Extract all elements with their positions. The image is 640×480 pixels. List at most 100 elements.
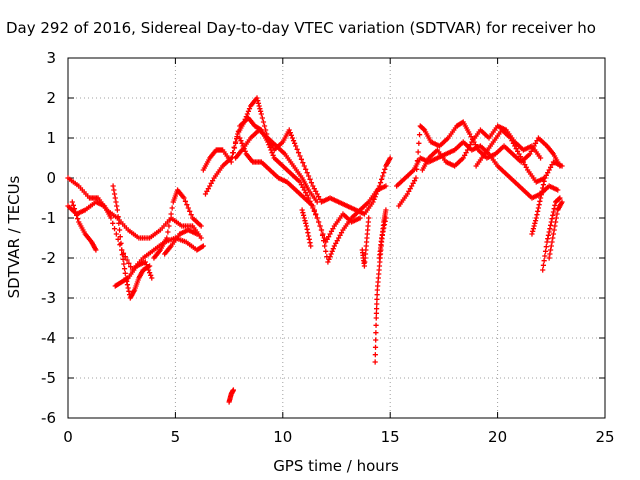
data-point [238,138,244,144]
data-point [300,210,306,216]
chart-title: Day 292 of 2016, Sidereal Day-to-day VTE… [6,19,596,37]
data-point [549,162,555,168]
data-point [255,100,262,106]
data-point [550,212,556,218]
data-point [552,202,558,208]
data-point [539,188,545,194]
data-point [379,232,385,238]
data-point [331,243,337,249]
y-tick-label: 0 [46,169,56,187]
data-point [324,236,330,242]
data-point [167,217,173,223]
data-point [337,232,343,238]
data-point [256,103,262,109]
data-point [535,208,541,214]
data-point [73,212,80,218]
data-point [314,215,320,221]
data-point [559,199,565,205]
data-point [387,155,393,161]
data-point [547,226,553,232]
data-point [164,235,170,241]
data-point [381,225,387,231]
data-point [517,154,524,160]
data-point [327,254,333,260]
data-point [311,207,317,213]
data-point [542,248,549,254]
data-point [119,247,125,253]
data-point [304,226,310,232]
data-point [545,232,552,238]
data-point [532,140,539,146]
data-point [416,132,423,138]
data-point [300,160,306,166]
data-point [75,216,81,222]
plot-frame [67,57,606,419]
data-point [547,222,554,228]
data-point [531,223,537,229]
data-point [383,183,389,189]
data-point [200,243,206,249]
data-point [148,272,154,278]
data-point [69,199,75,205]
data-point [71,206,78,212]
data-point [373,306,380,312]
x-tick-label: 0 [63,428,73,446]
data-point [545,236,551,242]
data-point [112,195,118,201]
data-point [321,238,327,244]
data-point [327,231,333,237]
data-point [554,211,560,217]
data-point [507,135,514,141]
data-point [316,219,322,225]
data-point [124,282,131,288]
data-point [522,162,528,168]
data-point [542,175,548,181]
data-point [553,215,559,221]
data-point [528,148,534,154]
data-point [231,144,237,150]
data-point [72,209,79,215]
data-point [530,226,536,232]
data-point [208,180,214,186]
data-point [381,222,388,228]
data-point [302,218,308,224]
data-point [372,344,379,350]
x-tick-label: 20 [488,428,507,446]
data-point [317,223,323,229]
data-point [204,188,210,194]
data-point [466,144,472,150]
data-point [374,292,380,298]
data-point [313,211,319,217]
data-point [529,231,535,237]
data-point [117,234,123,240]
data-point [237,135,243,141]
data-point [334,238,340,244]
data-point [313,188,319,194]
data-point [540,267,546,273]
data-point [241,146,247,152]
data-point [165,229,171,235]
data-point [259,115,265,121]
data-point [373,330,379,336]
data-point [328,228,335,234]
data-point [198,235,204,241]
data-point [181,195,187,201]
data-point [145,267,152,273]
data-point [326,256,332,262]
data-point [299,207,305,213]
data-point [317,196,323,202]
data-point [330,246,336,252]
data-point [474,144,480,150]
data-point [366,215,372,221]
data-point [304,192,310,198]
data-point [310,183,316,189]
data-point [311,186,317,192]
data-point [463,150,469,156]
data-point [382,218,388,224]
data-point [288,132,294,138]
data-point [540,185,546,191]
data-point [462,152,468,158]
y-tick-label: -3 [41,289,56,307]
x-tick-label: 25 [595,428,614,446]
